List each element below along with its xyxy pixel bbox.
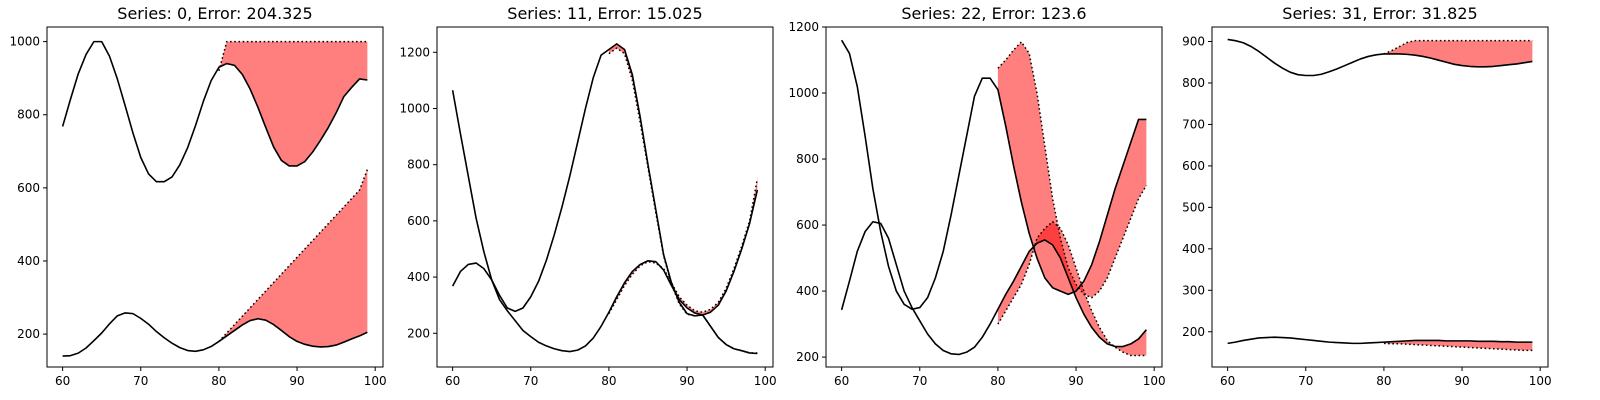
x-tick-label: 70 [1298,374,1313,388]
y-tick-label: 1000 [788,86,819,100]
y-tick-label: 500 [1182,200,1205,214]
axes-frame [436,26,774,368]
chart-title: Series: 0, Error: 204.325 [117,4,312,23]
x-tick-label: 60 [55,374,70,388]
predicted-series-line [218,169,369,342]
x-tick-label: 80 [1376,374,1391,388]
y-tick-label: 800 [407,158,430,172]
x-tick-label: 100 [1529,374,1552,388]
x-tick-label: 100 [754,374,777,388]
y-tick-label: 800 [1182,76,1205,90]
y-tick-label: 200 [1182,325,1205,339]
y-tick-label: 600 [17,181,40,195]
axes-frame [825,26,1163,368]
actual-series-line [451,43,758,355]
x-tick-label: 100 [1143,374,1166,388]
chart-title: Series: 31, Error: 31.825 [1282,4,1477,23]
actual-series-line [62,312,368,357]
y-tick-label: 600 [407,214,430,228]
predicted-series-line [1383,39,1533,55]
x-tick-label: 80 [211,374,226,388]
x-tick-label: 60 [445,374,460,388]
actual-series-line [1227,38,1533,77]
actual-series-line [1227,336,1533,345]
x-tick-label: 90 [679,374,694,388]
x-tick-label: 90 [1454,374,1469,388]
y-tick-label: 200 [407,326,430,340]
chart-panel-0: 60 70 80 90 100 200 400 600 800 1000 Series: 0, Er… [9,4,386,388]
error-fill-area [608,178,758,316]
y-tick-label: 400 [17,254,40,268]
predicted-series-line [608,178,759,314]
y-tick-label: 400 [1182,242,1205,256]
y-tick-label: 600 [1182,159,1205,173]
predicted-series-line [218,40,368,72]
error-fill-area [218,41,368,166]
x-tick-label: 100 [364,374,387,388]
y-tick-label: 600 [796,218,819,232]
y-tick-label: 400 [796,284,819,298]
x-tick-label: 70 [523,374,538,388]
y-tick-label: 1200 [788,20,819,34]
y-tick-label: 700 [1182,117,1205,131]
axes-frame [46,26,384,368]
y-tick-label: 200 [796,350,819,364]
x-tick-label: 80 [990,374,1005,388]
y-tick-label: 1200 [399,45,430,59]
chart-title: Series: 11, Error: 15.025 [507,4,702,23]
chart-panel-1: 60 70 80 90 100 200 400 600 800 1000 1200 Series: 1… [399,4,776,388]
x-tick-label: 70 [912,374,927,388]
y-tick-label: 400 [407,270,430,284]
error-fill-area [218,169,368,347]
axes-frame [1211,26,1549,368]
x-tick-label: 60 [1220,374,1235,388]
x-tick-label: 70 [133,374,148,388]
error-fill-area [1383,40,1533,67]
y-tick-label: 900 [1182,35,1205,49]
x-tick-label: 60 [834,374,849,388]
predicted-series-line [608,47,758,354]
actual-series-line [61,40,368,183]
actual-series-line [451,90,759,353]
actual-series-line [840,39,1147,311]
actual-series-line [840,220,1147,356]
x-tick-label: 90 [1068,374,1083,388]
error-fill-area [1383,340,1533,351]
y-tick-label: 800 [796,152,819,166]
error-fill-area [997,41,1147,298]
y-tick-label: 300 [1182,283,1205,297]
x-tick-label: 90 [289,374,304,388]
chart-panel-3: 60 70 80 90 100 200 300 400 500 600 700 800 900 Serie… [1182,4,1552,388]
y-tick-label: 800 [17,108,40,122]
y-tick-label: 1000 [9,35,40,49]
x-tick-label: 80 [601,374,616,388]
y-tick-label: 1000 [399,101,430,115]
chart-panel-2: 60 70 80 90 100 200 400 600 800 1000 1200 Series: 2… [788,4,1165,388]
chart-title: Series: 22, Error: 123.6 [901,4,1086,23]
y-tick-label: 200 [17,327,40,341]
